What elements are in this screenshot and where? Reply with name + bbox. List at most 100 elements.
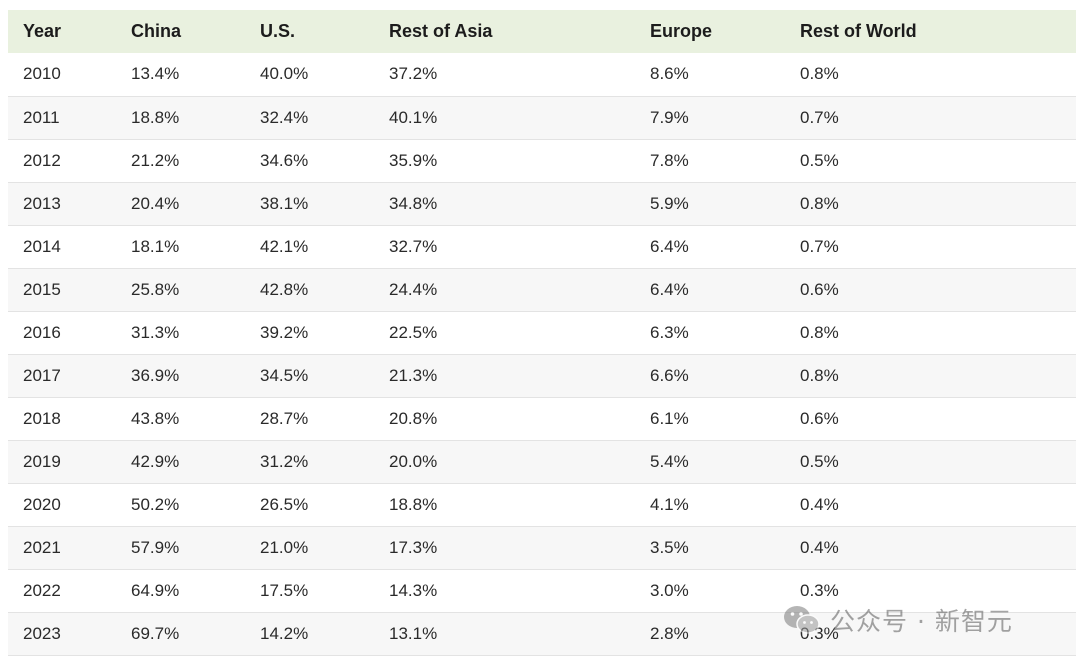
cell-year: 2018 — [23, 408, 61, 428]
cell-rest-of-world: 0.3% — [800, 580, 839, 600]
cell-us: 39.2% — [260, 322, 309, 342]
cell-us: 21.0% — [260, 537, 309, 557]
cell-europe: 6.6% — [650, 365, 689, 385]
cell-rest-of-world: 0.8% — [800, 64, 839, 84]
cell-year: 2014 — [23, 236, 61, 256]
column-header-rest-of-world: Rest of World — [800, 21, 917, 41]
cell-us: 34.5% — [260, 365, 309, 385]
cell-china: 18.8% — [131, 107, 180, 127]
cell-europe: 4.1% — [650, 494, 689, 514]
cell-us: 42.1% — [260, 236, 309, 256]
table-row: 2020 50.2% 26.5% 18.8% 4.1% 0.4% — [8, 483, 1076, 526]
table-row: 2016 31.3% 39.2% 22.5% 6.3% 0.8% — [8, 311, 1076, 354]
cell-rest-of-asia: 20.0% — [389, 451, 438, 471]
cell-europe: 6.4% — [650, 279, 689, 299]
cell-europe: 8.6% — [650, 64, 689, 84]
table-row: 2021 57.9% 21.0% 17.3% 3.5% 0.4% — [8, 526, 1076, 569]
cell-rest-of-asia: 17.3% — [389, 537, 438, 557]
cell-europe: 3.0% — [650, 580, 689, 600]
data-table-container: Year China U.S. Rest of Asia Europe Rest… — [8, 10, 1076, 656]
cell-rest-of-world: 0.6% — [800, 279, 839, 299]
cell-china: 50.2% — [131, 494, 180, 514]
cell-us: 40.0% — [260, 64, 309, 84]
cell-us: 17.5% — [260, 580, 309, 600]
share-by-region-table: Year China U.S. Rest of Asia Europe Rest… — [8, 10, 1076, 656]
cell-rest-of-asia: 20.8% — [389, 408, 438, 428]
cell-us: 32.4% — [260, 107, 309, 127]
cell-rest-of-world: 0.6% — [800, 408, 839, 428]
table-row: 2015 25.8% 42.8% 24.4% 6.4% 0.6% — [8, 268, 1076, 311]
cell-china: 43.8% — [131, 408, 180, 428]
cell-europe: 6.4% — [650, 236, 689, 256]
table-row: 2017 36.9% 34.5% 21.3% 6.6% 0.8% — [8, 354, 1076, 397]
cell-europe: 7.8% — [650, 150, 689, 170]
cell-rest-of-world: 0.8% — [800, 322, 839, 342]
cell-rest-of-asia: 34.8% — [389, 193, 438, 213]
table-row: 2018 43.8% 28.7% 20.8% 6.1% 0.6% — [8, 397, 1076, 440]
cell-rest-of-world: 0.8% — [800, 193, 839, 213]
cell-china: 69.7% — [131, 623, 180, 643]
column-header-europe: Europe — [650, 21, 713, 41]
cell-china: 13.4% — [131, 64, 180, 84]
cell-rest-of-asia: 32.7% — [389, 236, 438, 256]
cell-china: 18.1% — [131, 236, 180, 256]
cell-rest-of-world: 0.8% — [800, 365, 839, 385]
cell-rest-of-asia: 14.3% — [389, 580, 438, 600]
cell-europe: 5.4% — [650, 451, 689, 471]
cell-us: 14.2% — [260, 623, 309, 643]
cell-year: 2022 — [23, 580, 61, 600]
cell-china: 25.8% — [131, 279, 180, 299]
table-header: Year China U.S. Rest of Asia Europe Rest… — [8, 10, 1076, 53]
cell-rest-of-asia: 22.5% — [389, 322, 438, 342]
cell-europe: 2.8% — [650, 623, 689, 643]
cell-china: 42.9% — [131, 451, 180, 471]
table-row: 2013 20.4% 38.1% 34.8% 5.9% 0.8% — [8, 182, 1076, 225]
table-row: 2022 64.9% 17.5% 14.3% 3.0% 0.3% — [8, 569, 1076, 612]
column-header-rest-of-asia: Rest of Asia — [389, 21, 493, 41]
cell-rest-of-asia: 21.3% — [389, 365, 438, 385]
cell-china: 21.2% — [131, 150, 180, 170]
cell-rest-of-world: 0.7% — [800, 107, 839, 127]
cell-europe: 5.9% — [650, 193, 689, 213]
cell-year: 2020 — [23, 494, 61, 514]
cell-year: 2016 — [23, 322, 61, 342]
column-header-year: Year — [23, 21, 62, 41]
cell-year: 2019 — [23, 451, 61, 471]
cell-us: 28.7% — [260, 408, 309, 428]
table-row: 2011 18.8% 32.4% 40.1% 7.9% 0.7% — [8, 96, 1076, 139]
cell-year: 2010 — [23, 64, 61, 84]
cell-china: 36.9% — [131, 365, 180, 385]
cell-year: 2021 — [23, 537, 61, 557]
table-row: 2019 42.9% 31.2% 20.0% 5.4% 0.5% — [8, 440, 1076, 483]
cell-europe: 6.1% — [650, 408, 689, 428]
table-row: 2010 13.4% 40.0% 37.2% 8.6% 0.8% — [8, 53, 1076, 96]
cell-rest-of-asia: 40.1% — [389, 107, 438, 127]
cell-year: 2017 — [23, 365, 61, 385]
cell-rest-of-world: 0.4% — [800, 494, 839, 514]
column-header-us: U.S. — [260, 21, 296, 41]
cell-us: 38.1% — [260, 193, 309, 213]
cell-rest-of-world: 0.5% — [800, 451, 839, 471]
cell-year: 2012 — [23, 150, 61, 170]
cell-rest-of-asia: 24.4% — [389, 279, 438, 299]
cell-rest-of-asia: 18.8% — [389, 494, 438, 514]
table-row: 2014 18.1% 42.1% 32.7% 6.4% 0.7% — [8, 225, 1076, 268]
cell-china: 57.9% — [131, 537, 180, 557]
cell-year: 2013 — [23, 193, 61, 213]
column-header-china: China — [131, 21, 182, 41]
cell-rest-of-world: 0.3% — [800, 623, 839, 643]
cell-us: 34.6% — [260, 150, 309, 170]
cell-rest-of-world: 0.7% — [800, 236, 839, 256]
cell-rest-of-world: 0.5% — [800, 150, 839, 170]
cell-rest-of-asia: 37.2% — [389, 64, 438, 84]
cell-rest-of-asia: 13.1% — [389, 623, 438, 643]
cell-europe: 3.5% — [650, 537, 689, 557]
cell-year: 2011 — [23, 107, 60, 127]
table-body: 2010 13.4% 40.0% 37.2% 8.6% 0.8% 2011 18.8% 32.4… — [8, 53, 1076, 655]
cell-year: 2023 — [23, 623, 61, 643]
cell-year: 2015 — [23, 279, 61, 299]
cell-us: 31.2% — [260, 451, 309, 471]
table-row: 2012 21.2% 34.6% 35.9% 7.8% 0.5% — [8, 139, 1076, 182]
cell-rest-of-world: 0.4% — [800, 537, 839, 557]
cell-china: 31.3% — [131, 322, 180, 342]
